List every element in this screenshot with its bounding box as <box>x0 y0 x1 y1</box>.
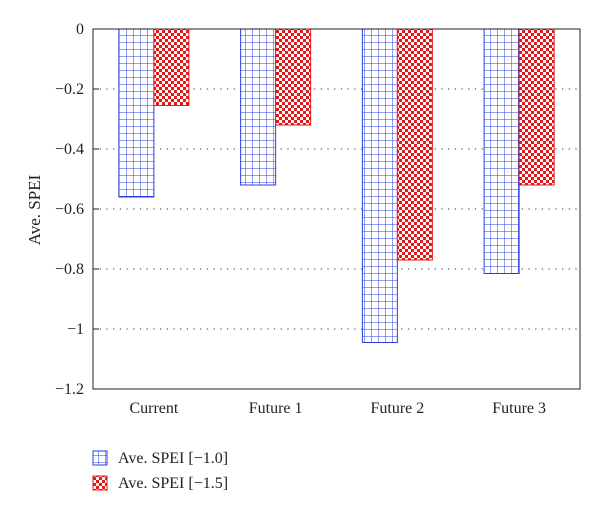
legend-swatch <box>92 475 108 491</box>
bar-spei-1-5-future-1 <box>275 28 312 126</box>
bar-spei-1-5-current <box>153 28 190 106</box>
legend: Ave. SPEI [−1.0] Ave. SPEI [−1.5] <box>92 450 228 492</box>
legend-label: Ave. SPEI [−1.0] <box>118 450 228 467</box>
bars <box>118 28 555 343</box>
y-axis-title: Ave. SPEI <box>25 174 44 245</box>
bar-spei-1-0-future-2 <box>361 28 398 343</box>
bar-spei-1-5-future-2 <box>396 28 433 261</box>
x-tick-label: Future 2 <box>370 400 424 417</box>
y-tick-label: −0.8 <box>55 261 84 278</box>
y-tick-label: −1 <box>67 321 84 338</box>
x-axis: Current Future 1 Future 2 Future 3 <box>129 400 546 417</box>
y-tick-label: −1.2 <box>55 381 84 398</box>
bar-spei-1-5-future-3 <box>518 28 555 186</box>
x-tick-label: Current <box>129 400 178 417</box>
bar-spei-1-0-future-1 <box>240 28 277 186</box>
x-tick-label: Future 3 <box>492 400 546 417</box>
legend-label: Ave. SPEI [−1.5] <box>118 475 228 492</box>
y-tick-label: −0.2 <box>55 81 84 98</box>
y-axis: 0 −0.2 −0.4 −0.6 −0.8 −1 −1.2 <box>55 21 99 398</box>
legend-swatch <box>92 450 108 466</box>
x-tick-label: Future 1 <box>249 400 303 417</box>
y-tick-label: −0.6 <box>55 201 84 218</box>
y-tick-label: 0 <box>76 21 84 38</box>
bar-spei-1-0-current <box>118 28 155 198</box>
bar-spei-1-0-future-3 <box>483 28 520 274</box>
y-tick-label: −0.4 <box>55 141 84 158</box>
